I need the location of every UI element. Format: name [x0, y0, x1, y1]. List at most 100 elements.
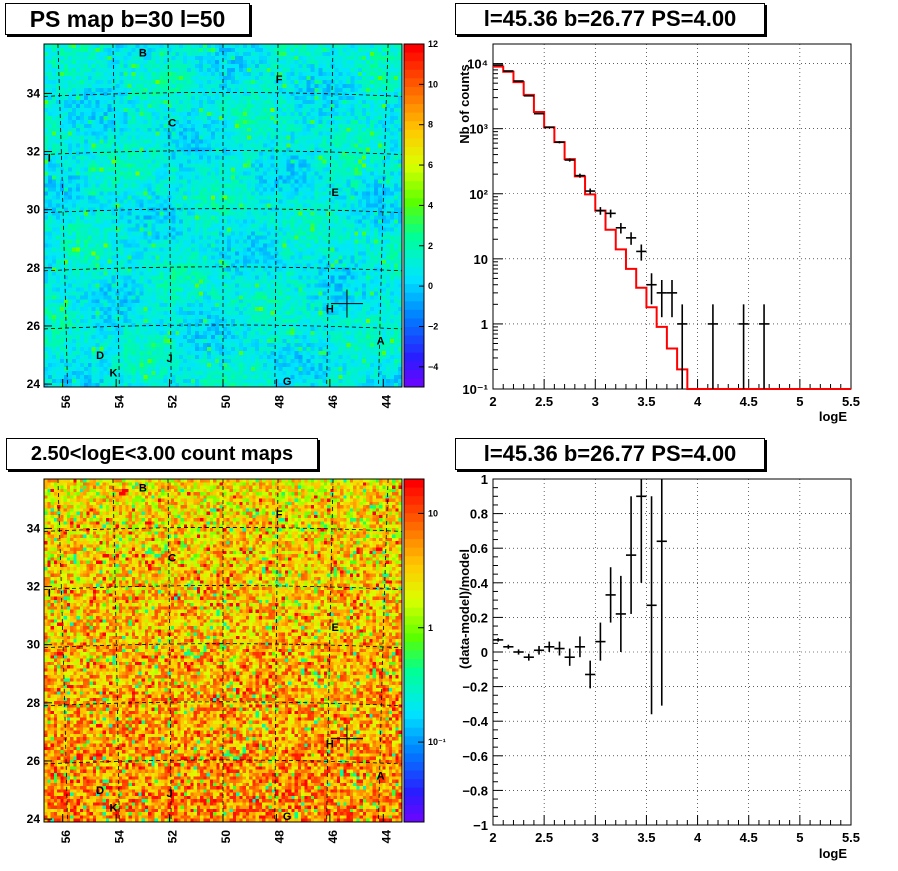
spectrum-data-point — [636, 244, 647, 261]
residual-ytick-label: 0.8 — [470, 507, 488, 522]
colorbar-segment — [404, 224, 424, 234]
colorbar-segment — [404, 352, 424, 362]
colorbar-segment — [404, 521, 424, 531]
residual-xtick-label: 3 — [592, 830, 599, 845]
map-ytick-label: 32 — [27, 145, 41, 159]
spectrum-data-point — [677, 304, 688, 389]
residual-ytick-label: −0.8 — [462, 783, 488, 798]
colorbar-segment — [404, 539, 424, 549]
colorbar-segment — [404, 530, 424, 540]
map-ytick-label: 24 — [27, 812, 41, 826]
colorbar-frame — [403, 478, 425, 823]
map-grid-parallel — [43, 208, 403, 214]
spectrum-ytick-label: 10 — [474, 252, 488, 267]
colorbar-segment — [404, 344, 424, 354]
colorbar-segment — [404, 659, 424, 669]
spectrum-frame — [492, 43, 852, 390]
map-grid-parallel — [43, 92, 403, 97]
map-grid-meridian — [378, 43, 389, 388]
source-label-b: B — [139, 48, 147, 60]
map-xtick-label: 52 — [166, 395, 180, 409]
colorbar-tick-label: −4 — [428, 362, 438, 372]
colorbar-segment — [404, 607, 424, 617]
map-xtick-label: 48 — [273, 830, 287, 844]
map-grid-meridian — [57, 478, 68, 823]
source-label-h: H — [326, 304, 334, 316]
source-label-d: D — [96, 350, 104, 362]
residual-ytick-label: 0.6 — [470, 541, 488, 556]
spectrum-data-point — [533, 112, 545, 115]
colorbar-segment — [404, 496, 424, 506]
spectrum-data-point — [513, 80, 524, 82]
residual-data-point — [656, 479, 667, 706]
map-grid-parallel — [43, 150, 403, 155]
colorbar-tick-label: 10 — [428, 508, 438, 518]
colorbar-tick-label: 1 — [428, 623, 433, 633]
spectrum-ytick-label: 10³ — [469, 122, 488, 137]
map-xtick-label: 54 — [112, 395, 126, 409]
residual-xtick-label: 5.5 — [842, 830, 860, 845]
residual-panel: l=45.36 b=26.77 PS=4.00 2 2.5 3 3.5 4 4.5 5 5.5… — [449, 435, 898, 871]
residual-data-point — [503, 644, 514, 649]
colorbar-segment — [404, 641, 424, 651]
map-xtick-label: 48 — [273, 395, 287, 409]
colorbar-frame — [403, 43, 425, 388]
spectrum-data-point — [625, 232, 637, 245]
residual-data-point — [595, 622, 606, 661]
colorbar-segment — [404, 369, 424, 379]
map-ytick-label: 34 — [27, 86, 41, 100]
colorbar-segment — [404, 335, 424, 345]
source-label-a: A — [377, 335, 385, 347]
source-label-e: E — [332, 187, 339, 199]
spectrum-data-point — [615, 223, 626, 234]
map-grid-parallel — [43, 701, 403, 707]
spectrum-ytick-label: 10⁻¹ — [462, 382, 488, 397]
residual-data-point — [625, 496, 637, 614]
residual-ytick-label: −0.4 — [462, 714, 488, 729]
colorbar-segment — [404, 736, 424, 746]
residual-ytick-label: 0.2 — [470, 610, 488, 625]
map-xtick-label: 50 — [219, 830, 233, 844]
residual-data-point — [493, 638, 504, 642]
residual-data-point — [533, 645, 545, 655]
colorbar-segment — [404, 164, 424, 174]
map-ytick-label: 26 — [27, 754, 41, 768]
colorbar-segment — [404, 616, 424, 626]
spectrum-data-point — [554, 141, 565, 144]
count-map-plot: 56 54 52 50 48 46 44 24 26 28 30 32 34 B F C I E H A D J K G 10 1… — [27, 478, 446, 844]
source-label-j: J — [167, 788, 173, 800]
spectrum-data-point — [707, 304, 719, 389]
colorbar-segment — [404, 206, 424, 216]
colorbar-segment — [404, 504, 424, 514]
spectrum-data-point — [666, 279, 678, 318]
map-ytick-label: 24 — [27, 377, 41, 391]
spectrum-xtick-label: 4.5 — [740, 394, 758, 409]
colorbar-tick-label: 2 — [428, 241, 433, 251]
spectrum-data-point — [646, 273, 657, 305]
source-label-e: E — [332, 622, 339, 634]
count-map-panel: 2.50<logE<3.00 count maps 56 54 52 50 48 46 44… — [0, 435, 449, 871]
colorbar-segment — [404, 479, 424, 489]
colorbar-segment — [404, 301, 424, 311]
spectrum-data-point — [738, 304, 749, 389]
spectrum-xtick-label: 5.5 — [842, 394, 860, 409]
residual-data-point — [574, 636, 586, 658]
map-xtick-label: 46 — [326, 395, 340, 409]
source-label-j: J — [167, 353, 173, 365]
source-label-f: F — [276, 74, 283, 86]
colorbar-segment — [404, 590, 424, 600]
source-label-d: D — [96, 785, 104, 797]
colorbar-segment — [404, 155, 424, 165]
colorbar-segment — [404, 292, 424, 302]
colorbar-segment — [404, 701, 424, 712]
colorbar-tick-label: 0 — [428, 281, 433, 291]
colorbar-segment — [404, 44, 424, 54]
source-label-k: K — [109, 802, 117, 814]
map-xtick-label: 54 — [112, 830, 126, 844]
source-label-f: F — [276, 509, 283, 521]
residual-xtick-label: 5 — [796, 830, 803, 845]
spectrum-ylabel: Nb of counts — [457, 64, 472, 143]
spectrum-panel: l=45.36 b=26.77 PS=4.00 2 2.5 3 3.5 4 4.5 5 5.5… — [449, 0, 898, 435]
spectrum-data-point — [605, 209, 616, 218]
residual-xtick-label: 2.5 — [535, 830, 553, 845]
